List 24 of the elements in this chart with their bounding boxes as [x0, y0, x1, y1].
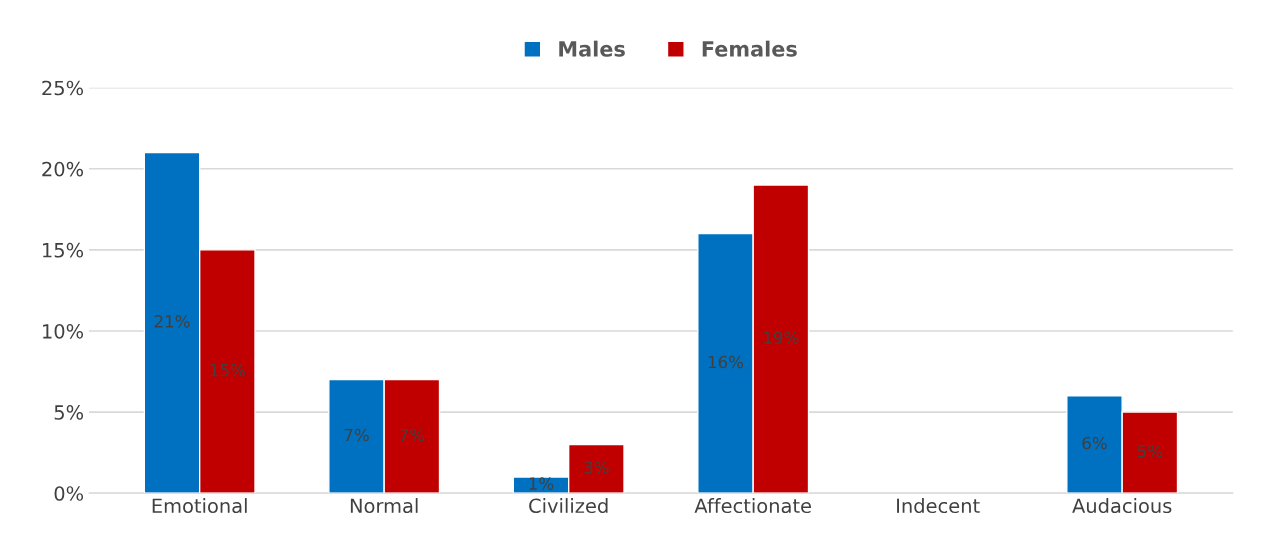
- legend-label: Males: [559, 40, 625, 57]
- x-tick-label: Normal: [350, 498, 418, 514]
- data-label: 21%: [154, 315, 190, 328]
- data-label: 16%: [708, 355, 744, 369]
- data-label: 1%: [529, 477, 554, 490]
- x-tick-label: Civilized: [529, 498, 608, 514]
- y-tick-label: 10%: [43, 323, 84, 339]
- data-label: 7%: [399, 428, 425, 442]
- data-label: 19%: [764, 331, 799, 344]
- data-label: 3%: [584, 461, 609, 474]
- data-label: 7%: [344, 428, 369, 442]
- y-tick-label: 15%: [43, 242, 84, 258]
- y-tick-label: 0%: [54, 486, 84, 501]
- y-tick-label: 25%: [42, 80, 84, 96]
- y-tick-label: 5%: [54, 405, 84, 420]
- data-label: 6%: [1082, 436, 1107, 450]
- data-label: 5%: [1137, 444, 1163, 458]
- legend-label: Females: [702, 40, 797, 57]
- x-tick-label: Affectionate: [694, 498, 811, 514]
- x-tick-label: Emotional: [152, 498, 247, 514]
- data-label: 15%: [210, 363, 245, 377]
- y-tick-label: 20%: [42, 161, 84, 177]
- x-tick-label: Audacious: [1072, 498, 1172, 514]
- x-tick-label: Indecent: [897, 498, 980, 514]
